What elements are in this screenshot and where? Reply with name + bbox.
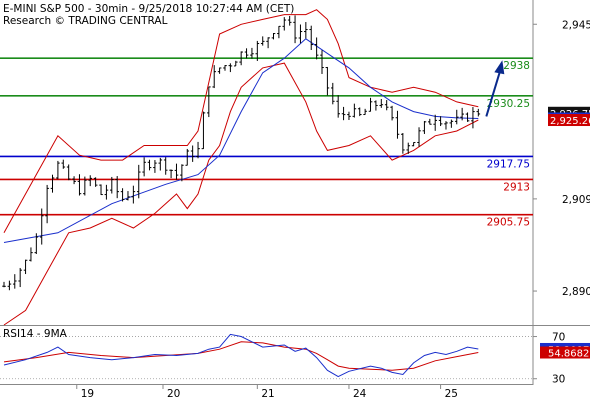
last-value-badge	[548, 114, 590, 127]
bollinger-bands	[3, 9, 479, 326]
candlesticks	[2, 15, 481, 291]
price-level-label: 2917.75	[487, 158, 530, 170]
rsi-line	[3, 333, 479, 378]
time-tick-label: 20	[167, 388, 180, 400]
moving-average	[3, 38, 479, 243]
price-level-label: 2913	[503, 181, 530, 193]
chart-subtitle: Research © TRADING CENTRAL	[3, 15, 168, 27]
price-tick-label: 2,945	[562, 19, 590, 31]
time-tick-label: 25	[445, 388, 458, 400]
price-level-label: 2905.75	[487, 217, 530, 229]
price-tick-label: 2,909	[562, 194, 590, 206]
time-axis-ticks: 19 20 21 24 25	[76, 384, 458, 400]
price-level-label: 2938	[503, 60, 530, 72]
rsi-tick-label: 30	[552, 374, 565, 386]
price-axis-ticks: 2,890 2,909 2,945	[533, 19, 590, 298]
moving-average-line	[3, 38, 479, 243]
rsi-ma-line	[3, 341, 479, 371]
last-value-badges: 2,926.752,925.572,925.26	[548, 106, 590, 127]
price-level-label: 2930.25	[487, 98, 530, 110]
last-value-label: 2,925.26	[550, 116, 590, 127]
forecast-arrow-head	[494, 60, 505, 75]
bollinger-upper-line	[3, 9, 479, 234]
time-tick-label: 21	[261, 388, 274, 400]
forecast-arrow	[485, 60, 505, 117]
time-tick-label: 19	[81, 388, 94, 400]
rsi-panel: 703058.209754.8682	[0, 332, 590, 386]
forecast-arrow-shaft	[485, 69, 502, 117]
rsi-title: RSI14 - 9MA	[3, 328, 68, 340]
time-tick-label: 24	[353, 388, 367, 400]
rsi-value-label: 54.8682	[548, 349, 589, 360]
chart-title: E-MINI S&P 500 - 30min - 9/25/2018 10:27…	[3, 3, 294, 15]
bollinger-lower-line	[3, 62, 479, 326]
rsi-value-badge	[540, 346, 590, 359]
price-levels: 2938 2930.25 2917.75 2913 2905.75	[0, 57, 533, 229]
rsi-tick-label: 70	[552, 332, 565, 344]
price-tick-label: 2,890	[562, 286, 590, 298]
